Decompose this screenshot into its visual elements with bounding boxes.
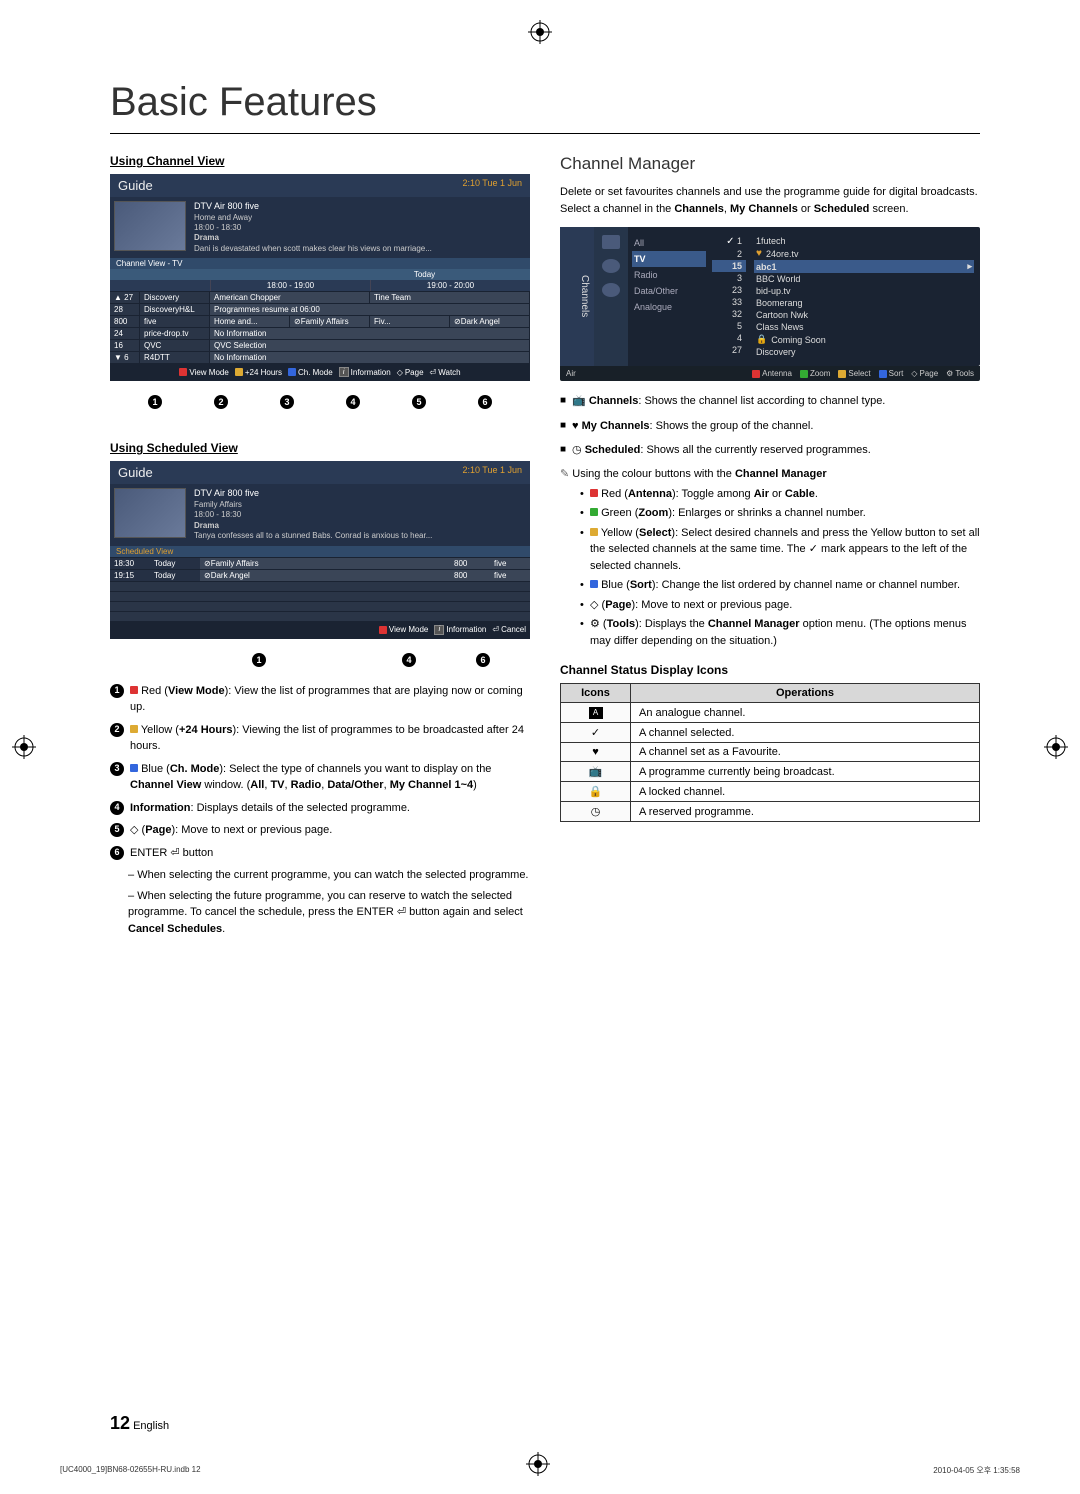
chmode-btn[interactable]: Ch. Mode [288,367,333,377]
channel-status-icons-head: Channel Status Display Icons [560,663,980,677]
channel-manager-title: Channel Manager [560,154,980,174]
view-mode-btn[interactable]: View Mode [179,367,228,377]
using-scheduled-view-head: Using Scheduled View [110,441,530,455]
watch-btn[interactable]: ⏎ Watch [430,367,461,377]
icons-table: IconsOperations AAn analogue channel. ✓A… [560,683,980,822]
page-title: Basic Features [110,80,980,134]
plus24-btn[interactable]: +24 Hours [235,367,282,377]
page-footer: 12 English [110,1413,169,1434]
page-btn[interactable]: ◇ Page [397,367,424,377]
heart-icon[interactable] [602,259,620,273]
info-btn[interactable]: iInformation [339,367,391,377]
guide-scheduled-view: Guide 2:10 Tue 1 Jun DTV Air 800 five Fa… [110,461,530,638]
channel-manager-panel: Channels AllTVRadioData/OtherAnalogue ✓ … [560,227,980,366]
guide-channel-view: Guide 2:10 Tue 1 Jun DTV Air 800 five Ho… [110,174,530,381]
print-marks: [UC4000_19]BN68-02655H-RU.indb 12 2010-0… [0,1465,1080,1476]
channel-manager-intro: Delete or set favourites channels and us… [560,184,980,217]
guide-clock: 2:10 Tue 1 Jun [462,178,522,193]
program-thumbnail [114,201,186,251]
using-channel-view-head: Using Channel View [110,154,530,168]
tv-icon[interactable] [602,235,620,249]
clock-icon[interactable] [602,283,620,297]
guide-title: Guide [118,178,153,193]
